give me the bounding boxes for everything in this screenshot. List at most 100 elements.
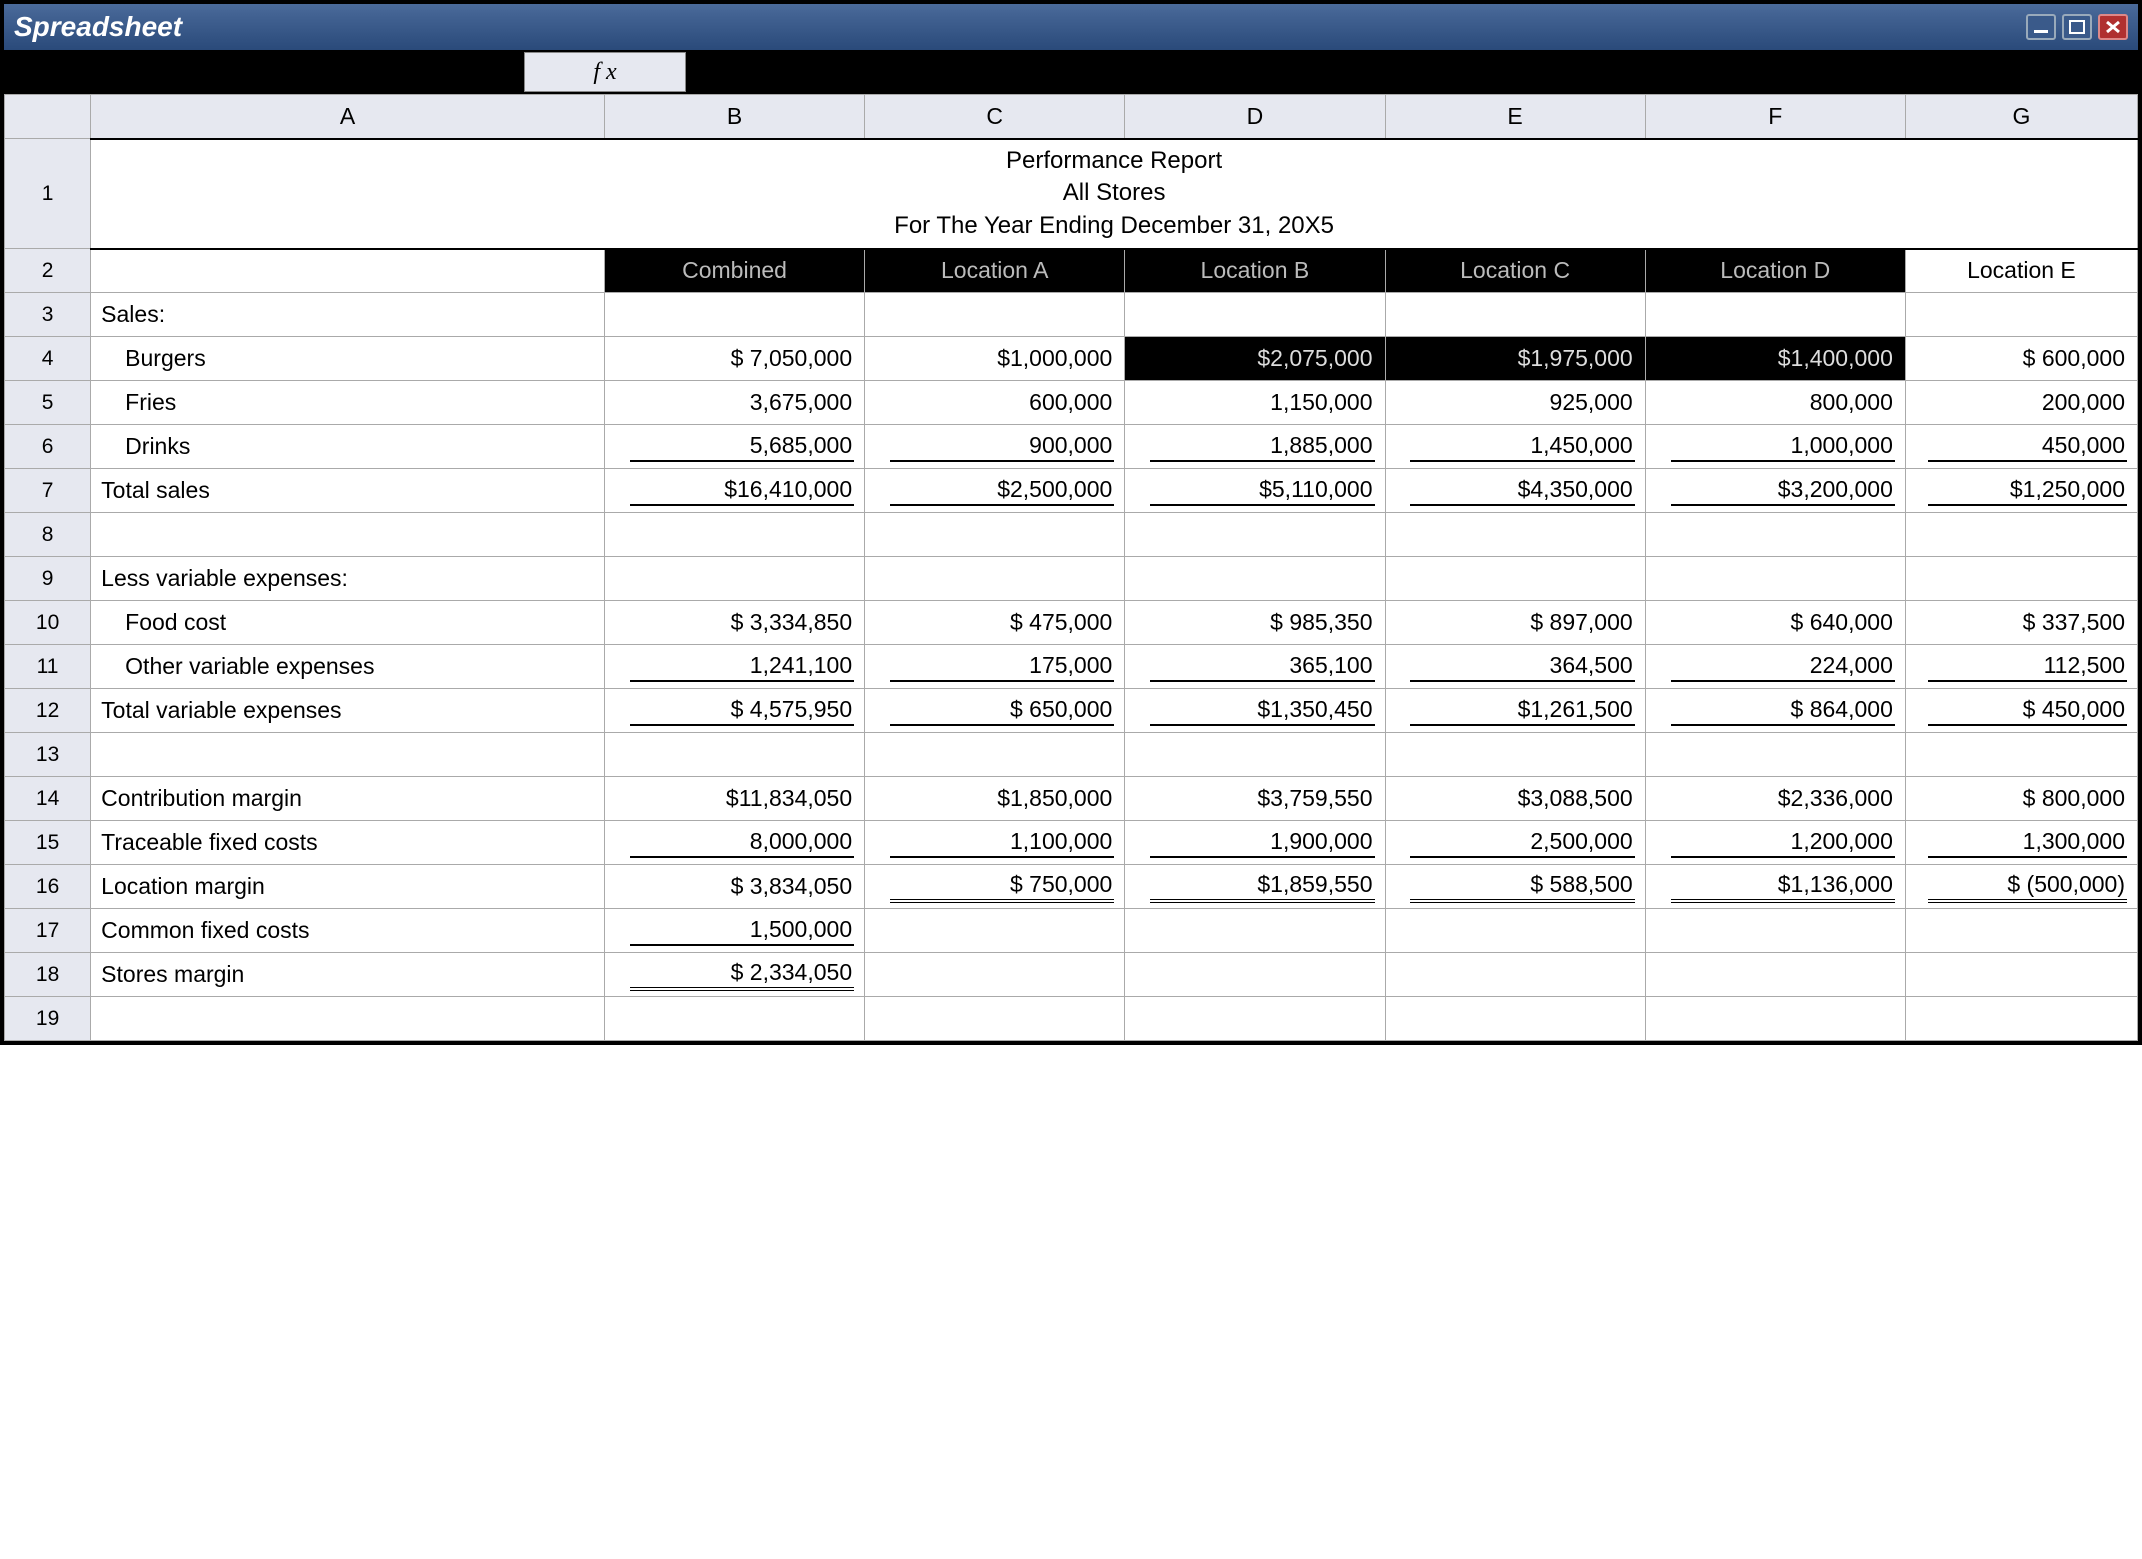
cell-E4[interactable]: $1,975,000 <box>1385 337 1645 381</box>
cell-C7[interactable]: $2,500,000 <box>865 469 1125 513</box>
cell-G14[interactable]: $ 800,000 <box>1905 777 2137 821</box>
cell-D2[interactable]: Location B <box>1125 249 1385 293</box>
cell-G7[interactable]: $1,250,000 <box>1905 469 2137 513</box>
cell-C11[interactable]: 175,000 <box>865 645 1125 689</box>
cell-F13[interactable] <box>1645 733 1905 777</box>
col-header-D[interactable]: D <box>1125 95 1385 139</box>
cell-C19[interactable] <box>865 997 1125 1041</box>
cell-D14[interactable]: $3,759,550 <box>1125 777 1385 821</box>
cell-G15[interactable]: 1,300,000 <box>1905 821 2137 865</box>
cell-E19[interactable] <box>1385 997 1645 1041</box>
cell-D10[interactable]: $ 985,350 <box>1125 601 1385 645</box>
cell-B9[interactable] <box>604 557 864 601</box>
cell-C8[interactable] <box>865 513 1125 557</box>
cell-C3[interactable] <box>865 293 1125 337</box>
maximize-icon[interactable] <box>2062 14 2092 40</box>
cell-E13[interactable] <box>1385 733 1645 777</box>
cell-F14[interactable]: $2,336,000 <box>1645 777 1905 821</box>
cell-G2[interactable]: Location E <box>1905 249 2137 293</box>
cell-B14[interactable]: $11,834,050 <box>604 777 864 821</box>
cell-F19[interactable] <box>1645 997 1905 1041</box>
cell-B4[interactable]: $ 7,050,000 <box>604 337 864 381</box>
cell-B6[interactable]: 5,685,000 <box>604 425 864 469</box>
row-header-11[interactable]: 11 <box>5 645 91 689</box>
cell-G18[interactable] <box>1905 953 2137 997</box>
cell-A2[interactable] <box>91 249 605 293</box>
cell-G16[interactable]: $ (500,000) <box>1905 865 2137 909</box>
select-all-corner[interactable] <box>5 95 91 139</box>
col-header-E[interactable]: E <box>1385 95 1645 139</box>
cell-A9[interactable]: Less variable expenses: <box>91 557 605 601</box>
cell-C13[interactable] <box>865 733 1125 777</box>
cell-D17[interactable] <box>1125 909 1385 953</box>
cell-B12[interactable]: $ 4,575,950 <box>604 689 864 733</box>
cell-C14[interactable]: $1,850,000 <box>865 777 1125 821</box>
cell-G11[interactable]: 112,500 <box>1905 645 2137 689</box>
col-header-F[interactable]: F <box>1645 95 1905 139</box>
cell-D11[interactable]: 365,100 <box>1125 645 1385 689</box>
cell-C15[interactable]: 1,100,000 <box>865 821 1125 865</box>
cell-E16[interactable]: $ 588,500 <box>1385 865 1645 909</box>
cell-E11[interactable]: 364,500 <box>1385 645 1645 689</box>
cell-F6[interactable]: 1,000,000 <box>1645 425 1905 469</box>
cell-G9[interactable] <box>1905 557 2137 601</box>
cell-F12[interactable]: $ 864,000 <box>1645 689 1905 733</box>
cell-G13[interactable] <box>1905 733 2137 777</box>
row-header-4[interactable]: 4 <box>5 337 91 381</box>
cell-A10[interactable]: Food cost <box>91 601 605 645</box>
cell-G10[interactable]: $ 337,500 <box>1905 601 2137 645</box>
cell-D5[interactable]: 1,150,000 <box>1125 381 1385 425</box>
row-header-7[interactable]: 7 <box>5 469 91 513</box>
cell-C9[interactable] <box>865 557 1125 601</box>
row-header-8[interactable]: 8 <box>5 513 91 557</box>
row-header-10[interactable]: 10 <box>5 601 91 645</box>
cell-C18[interactable] <box>865 953 1125 997</box>
row-header-18[interactable]: 18 <box>5 953 91 997</box>
cell-A8[interactable] <box>91 513 605 557</box>
cell-F9[interactable] <box>1645 557 1905 601</box>
cell-F15[interactable]: 1,200,000 <box>1645 821 1905 865</box>
cell-C16[interactable]: $ 750,000 <box>865 865 1125 909</box>
cell-D4[interactable]: $2,075,000 <box>1125 337 1385 381</box>
cell-F11[interactable]: 224,000 <box>1645 645 1905 689</box>
minimize-icon[interactable] <box>2026 14 2056 40</box>
cell-F8[interactable] <box>1645 513 1905 557</box>
cell-E6[interactable]: 1,450,000 <box>1385 425 1645 469</box>
cell-B7[interactable]: $16,410,000 <box>604 469 864 513</box>
col-header-C[interactable]: C <box>865 95 1125 139</box>
cell-C6[interactable]: 900,000 <box>865 425 1125 469</box>
row-header-6[interactable]: 6 <box>5 425 91 469</box>
col-header-G[interactable]: G <box>1905 95 2137 139</box>
cell-A12[interactable]: Total variable expenses <box>91 689 605 733</box>
cell-C17[interactable] <box>865 909 1125 953</box>
row-header-15[interactable]: 15 <box>5 821 91 865</box>
cell-G3[interactable] <box>1905 293 2137 337</box>
cell-E14[interactable]: $3,088,500 <box>1385 777 1645 821</box>
cell-B11[interactable]: 1,241,100 <box>604 645 864 689</box>
cell-A16[interactable]: Location margin <box>91 865 605 909</box>
cell-D9[interactable] <box>1125 557 1385 601</box>
row-header-16[interactable]: 16 <box>5 865 91 909</box>
cell-A17[interactable]: Common fixed costs <box>91 909 605 953</box>
row-header-14[interactable]: 14 <box>5 777 91 821</box>
cell-B8[interactable] <box>604 513 864 557</box>
cell-E5[interactable]: 925,000 <box>1385 381 1645 425</box>
cell-E2[interactable]: Location C <box>1385 249 1645 293</box>
cell-E17[interactable] <box>1385 909 1645 953</box>
cell-B18[interactable]: $ 2,334,050 <box>604 953 864 997</box>
cell-E10[interactable]: $ 897,000 <box>1385 601 1645 645</box>
cell-A14[interactable]: Contribution margin <box>91 777 605 821</box>
cell-D19[interactable] <box>1125 997 1385 1041</box>
cell-E7[interactable]: $4,350,000 <box>1385 469 1645 513</box>
cell-C12[interactable]: $ 650,000 <box>865 689 1125 733</box>
cell-D18[interactable] <box>1125 953 1385 997</box>
cell-B13[interactable] <box>604 733 864 777</box>
cell-B10[interactable]: $ 3,334,850 <box>604 601 864 645</box>
row-header-3[interactable]: 3 <box>5 293 91 337</box>
cell-F3[interactable] <box>1645 293 1905 337</box>
cell-E8[interactable] <box>1385 513 1645 557</box>
row-header-1[interactable]: 1 <box>5 139 91 249</box>
cell-F17[interactable] <box>1645 909 1905 953</box>
cell-B3[interactable] <box>604 293 864 337</box>
cell-C4[interactable]: $1,000,000 <box>865 337 1125 381</box>
